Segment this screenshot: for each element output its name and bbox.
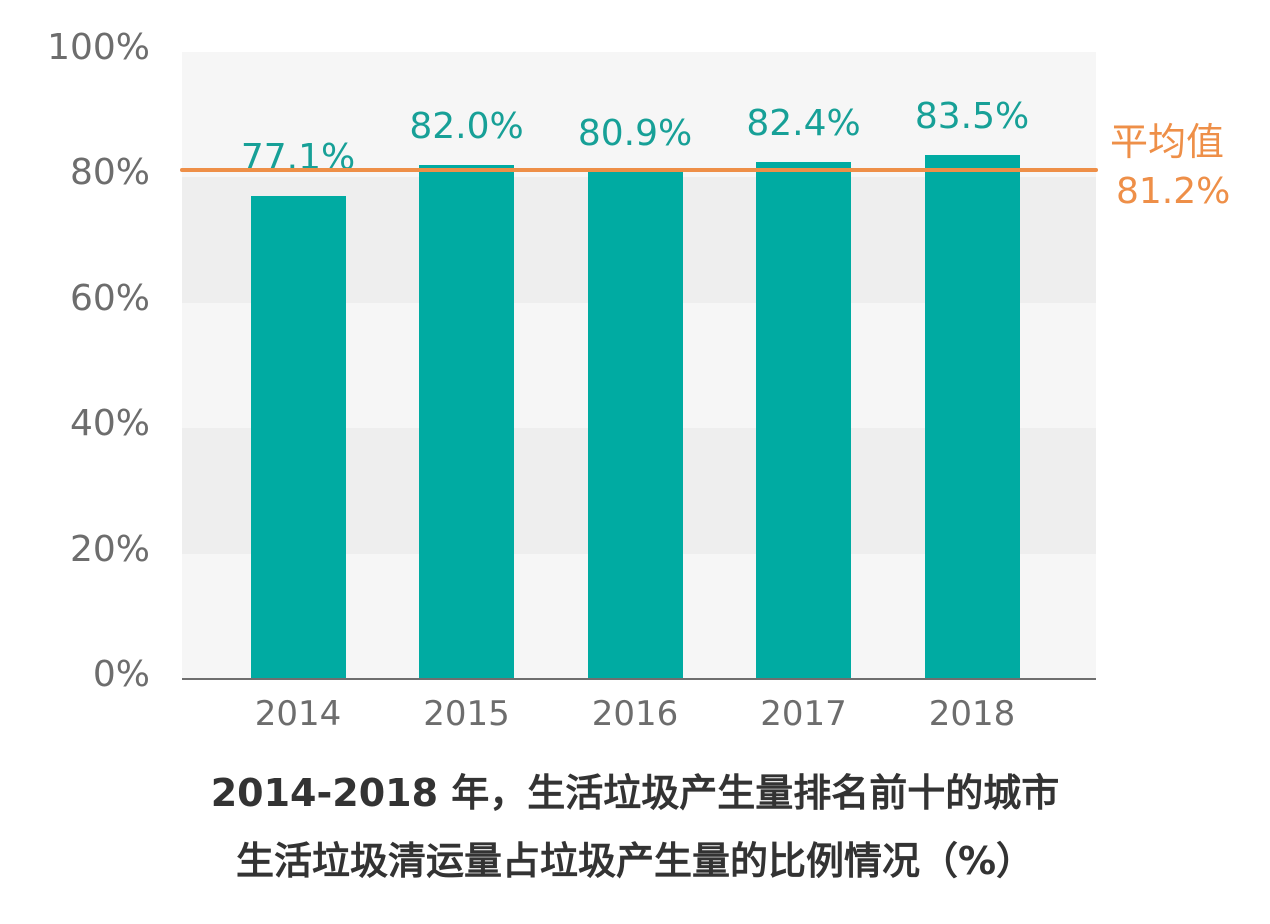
- chart-title-line-2: 生活垃圾清运量占垃圾产生量的比例情况（%）: [235, 839, 1035, 883]
- y-tick-label: 100%: [47, 27, 150, 68]
- average-value: 81.2%: [1116, 171, 1231, 212]
- x-tick-label: 2016: [591, 694, 679, 734]
- y-tick-label: 60%: [69, 277, 150, 319]
- bar-2014: [250, 195, 346, 679]
- x-tick-label: 2015: [423, 694, 510, 734]
- chart-title-line-1: 2014-2018 年，生活垃圾产生量排名前十的城市: [210, 771, 1060, 815]
- y-tick-label: 20%: [69, 528, 150, 570]
- bar-value-label: 80.9%: [577, 112, 693, 154]
- x-tick-label: 2014: [254, 694, 342, 734]
- x-axis-line: [182, 678, 1096, 680]
- bar-value-label: 82.4%: [746, 103, 861, 145]
- bar-2016: [587, 171, 683, 679]
- average-reference-line: [180, 167, 1098, 172]
- bar-value-label: 82.0%: [409, 105, 524, 147]
- bar-2018: [924, 155, 1020, 679]
- y-tick-label: 80%: [69, 152, 150, 194]
- y-tick-label: 0%: [92, 654, 150, 695]
- bar-2015: [419, 164, 514, 679]
- y-tick-label: 40%: [69, 403, 150, 445]
- bar-value-label: 83.5%: [914, 96, 1030, 138]
- x-tick-label: 2018: [928, 694, 1016, 734]
- bar-2017: [756, 162, 851, 679]
- average-label: 平均值: [1110, 120, 1225, 164]
- x-tick-label: 2017: [760, 694, 847, 734]
